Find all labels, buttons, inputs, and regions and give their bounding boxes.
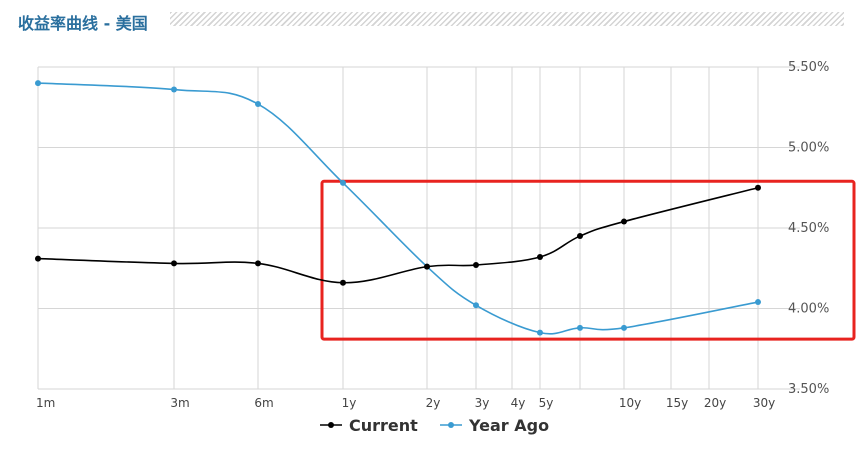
data-point-year-ago[interactable]	[340, 179, 346, 186]
legend: Current Year Ago	[320, 416, 549, 435]
y-tick-label: 5.50%	[788, 60, 829, 75]
legend-item-current[interactable]: Current	[320, 416, 418, 435]
legend-marker	[448, 422, 454, 428]
data-point-year-ago[interactable]	[577, 324, 583, 331]
y-tick-label: 4.00%	[788, 302, 829, 317]
x-tick-label: 30y	[753, 396, 775, 410]
series-line-current	[37, 186, 759, 284]
chart-title: 收益率曲线 - 美国	[18, 14, 148, 33]
x-tick-label: 20y	[704, 396, 726, 410]
x-tick-label: 3m	[170, 396, 189, 410]
highlight-box	[320, 179, 856, 341]
x-tick-label: 6m	[254, 396, 273, 410]
data-point-year-ago[interactable]	[621, 324, 627, 331]
grid-layer	[37, 66, 800, 390]
title-hatch-decoration	[170, 12, 844, 26]
y-tick-label: 4.50%	[788, 221, 829, 236]
chart-header: 收益率曲线 - 美国	[0, 0, 866, 40]
data-point-current[interactable]	[473, 262, 479, 269]
x-tick-label: 2y	[426, 396, 441, 410]
data-point-year-ago[interactable]	[171, 86, 177, 93]
x-tick-label: 15y	[666, 396, 688, 410]
y-tick-label: 3.50%	[788, 382, 829, 397]
series-current	[35, 184, 761, 286]
data-point-current[interactable]	[621, 218, 627, 225]
y-axis-ticks: 5.50% 5.00% 4.50% 4.00% 3.50%	[788, 60, 829, 397]
data-point-year-ago[interactable]	[537, 329, 543, 336]
data-point-year-ago[interactable]	[35, 80, 41, 87]
data-point-year-ago[interactable]	[255, 101, 261, 108]
x-axis-ticks: 1m 3m 6m 1y 2y 3y 4y 5y 10y 15y 20y 30y	[36, 396, 775, 410]
x-tick-label: 5y	[539, 396, 554, 410]
series-year-ago	[35, 80, 761, 336]
highlight-layer	[320, 179, 856, 341]
x-tick-label: 3y	[475, 396, 490, 410]
legend-label: Current	[349, 416, 418, 435]
data-point-current[interactable]	[424, 263, 430, 270]
x-tick-label: 10y	[619, 396, 641, 410]
data-point-current[interactable]	[255, 260, 261, 267]
x-tick-label: 1m	[36, 396, 55, 410]
data-point-year-ago[interactable]	[473, 302, 479, 309]
y-tick-label: 5.00%	[788, 141, 829, 156]
x-tick-label: 1y	[342, 396, 357, 410]
series-line-year-ago	[37, 82, 759, 335]
data-point-current[interactable]	[577, 233, 583, 240]
data-point-year-ago[interactable]	[755, 299, 761, 306]
data-point-current[interactable]	[340, 279, 346, 286]
legend-marker	[328, 422, 334, 428]
data-point-current[interactable]	[35, 255, 41, 262]
data-point-current[interactable]	[171, 260, 177, 267]
x-tick-label: 4y	[511, 396, 526, 410]
data-point-current[interactable]	[755, 184, 761, 191]
legend-item-year-ago[interactable]: Year Ago	[440, 416, 549, 435]
legend-label: Year Ago	[468, 416, 549, 435]
data-point-current[interactable]	[537, 253, 543, 260]
series-layer	[35, 80, 761, 336]
